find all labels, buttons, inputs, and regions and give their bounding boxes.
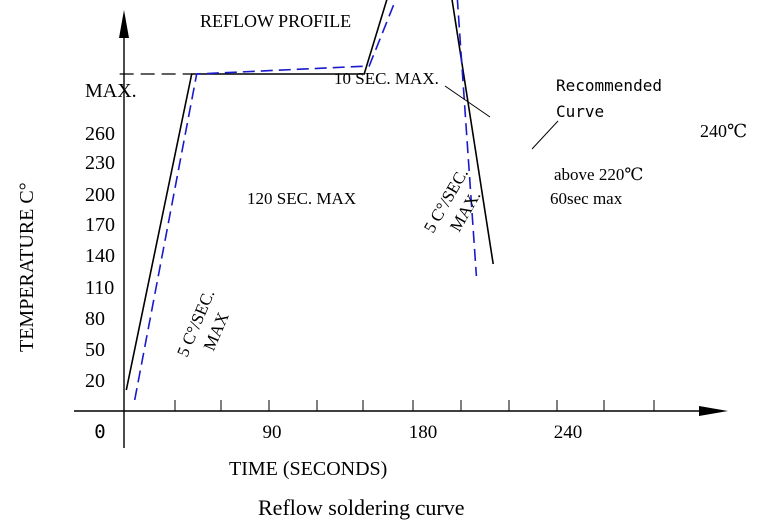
- x-axis-arrow: [699, 406, 728, 416]
- y-tick-label: 110: [85, 277, 114, 299]
- recommended-leader: [531, 120, 559, 150]
- x-tick-label: 240: [554, 422, 583, 443]
- y-tick-label: 140: [85, 245, 115, 267]
- axes: [74, 10, 728, 448]
- y-tick-label: 230: [85, 152, 115, 174]
- tick-labels: 0 90 180 240 20 50 80 110 140 170 200 230 260: [85, 123, 582, 443]
- recommended-label-1: Recommended: [556, 76, 662, 95]
- y-tick-label: 20: [85, 370, 105, 392]
- reference-lines: [119, 73, 192, 75]
- limit-curve-line: [125, 0, 494, 391]
- y-max-label: MAX.: [85, 80, 137, 102]
- peak-time-note: 10 SEC. MAX.: [334, 69, 439, 88]
- y-tick-label: 260: [85, 123, 115, 145]
- recommended-label-2: Curve: [556, 102, 604, 121]
- x-tick-label: 90: [263, 422, 282, 443]
- y-axis-label: TEMPERATURE C°: [16, 182, 38, 352]
- x-tick-label: 0: [94, 421, 105, 443]
- x-axis-label: TIME (SECONDS): [229, 458, 387, 480]
- chart-title: REFLOW PROFILE: [200, 11, 351, 31]
- chart-caption: Reflow soldering curve: [258, 495, 465, 520]
- above-220-label-1: above 220℃: [554, 165, 643, 184]
- level-240-label: 240℃: [700, 121, 747, 141]
- recommended-curve-line: [133, 0, 478, 401]
- x-tick-label: 180: [409, 422, 438, 443]
- ramp-up-note: 5 C°/SEC. MAX: [173, 287, 232, 360]
- y-tick-label: 50: [85, 339, 105, 361]
- y-tick-label: 170: [85, 214, 115, 236]
- above-220-label-2: 60sec max: [550, 189, 623, 208]
- y-tick-label: 80: [85, 308, 105, 330]
- series-group: [125, 0, 494, 401]
- peak-note-leader: [444, 85, 491, 118]
- y-tick-label: 200: [85, 184, 115, 206]
- y-axis-arrow: [119, 10, 129, 38]
- soak-note: 120 SEC. MAX: [247, 189, 356, 208]
